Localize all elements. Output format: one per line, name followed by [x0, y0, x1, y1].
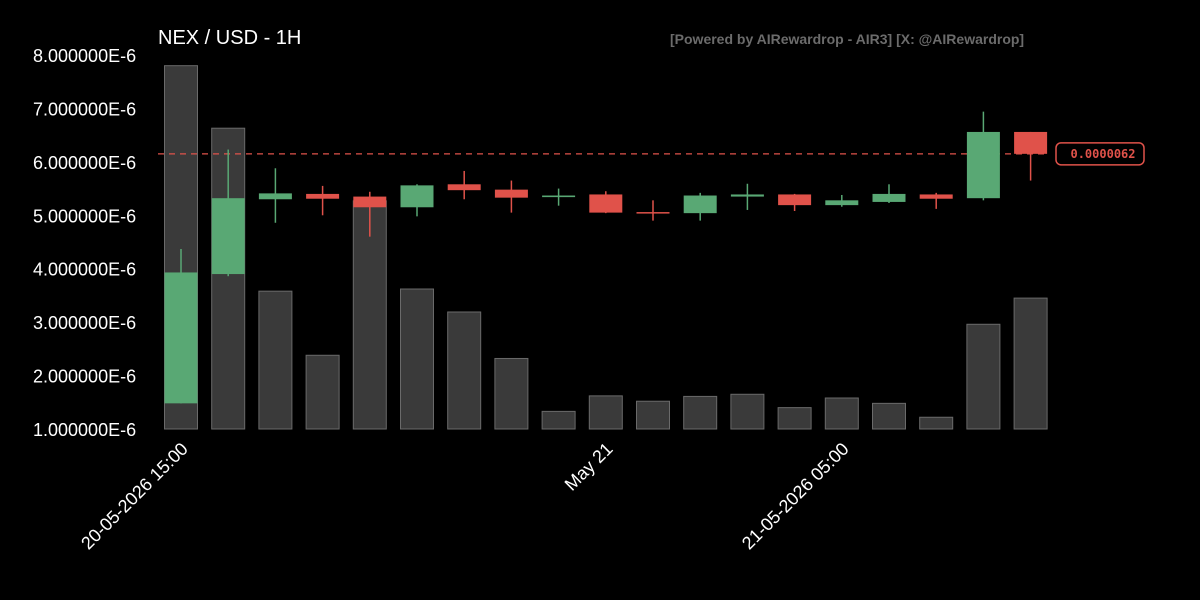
- candle: [211, 149, 245, 277]
- candle: [400, 184, 434, 217]
- candle-body: [353, 196, 387, 208]
- candle-body: [447, 184, 481, 191]
- candle: [778, 193, 812, 212]
- candle-body: [164, 272, 198, 404]
- candle: [447, 170, 481, 200]
- candle: [683, 192, 717, 221]
- candle: [872, 184, 906, 203]
- volume-bar: [400, 288, 434, 430]
- volume-bar: [919, 416, 954, 430]
- volume-bar: [636, 400, 670, 430]
- candle-body: [825, 200, 859, 206]
- y-tick-label: 5.000000E-6: [33, 206, 136, 226]
- candle: [966, 111, 1000, 201]
- candle-body: [683, 195, 717, 214]
- candle-body: [872, 193, 906, 202]
- volume-bars: [164, 65, 1048, 430]
- candle-body: [919, 194, 953, 199]
- x-tick-label: 20-05-2026 15:00: [77, 439, 192, 554]
- candle-body: [730, 194, 764, 197]
- x-axis: 20-05-2026 15:00 May 21 21-05-2026 05:00: [77, 439, 852, 554]
- candle: [258, 168, 292, 223]
- volume-bar: [824, 397, 859, 430]
- candle: [164, 248, 198, 404]
- volume-bar: [1013, 297, 1048, 430]
- candle-body: [542, 195, 576, 198]
- volume-bar: [305, 354, 340, 430]
- current-price-label: 0.0000062: [1055, 142, 1145, 166]
- candle: [542, 188, 576, 206]
- volume-bar: [447, 311, 482, 430]
- candle-body: [400, 185, 434, 208]
- candle: [730, 183, 764, 210]
- candle-body: [589, 194, 623, 213]
- watermark-text: [Powered by AIRewardrop - AIR3] [X: @AIR…: [670, 31, 1025, 47]
- candle: [306, 185, 340, 216]
- candle: [589, 191, 623, 214]
- candle: [825, 194, 859, 207]
- candle-body: [306, 193, 340, 199]
- chart-title: NEX / USD - 1H: [158, 27, 302, 49]
- x-tick-label: 21-05-2026 05:00: [738, 439, 853, 554]
- y-tick-label: 2.000000E-6: [33, 367, 136, 387]
- volume-bar: [588, 395, 623, 430]
- y-tick-label: 7.000000E-6: [33, 99, 136, 119]
- y-tick-label: 8.000000E-6: [33, 46, 136, 66]
- volume-bar: [494, 357, 529, 430]
- candle-body: [1014, 131, 1048, 154]
- candle-body: [636, 212, 670, 214]
- candle-body: [966, 131, 1000, 199]
- volume-bar: [777, 407, 812, 430]
- candle: [494, 180, 528, 213]
- price-label-box: [1055, 142, 1145, 166]
- candle: [636, 200, 670, 221]
- y-tick-label: 6.000000E-6: [33, 153, 136, 173]
- candle: [919, 192, 953, 209]
- volume-bar: [541, 410, 576, 430]
- volume-bar: [683, 395, 718, 430]
- volume-bar: [730, 393, 765, 430]
- volume-bar: [966, 323, 1001, 430]
- candle-body: [778, 194, 812, 206]
- volume-bar: [258, 290, 293, 430]
- candle: [353, 191, 387, 237]
- y-tick-label: 3.000000E-6: [33, 313, 136, 333]
- y-tick-label: 4.000000E-6: [33, 260, 136, 280]
- candle: [1014, 131, 1048, 181]
- y-axis: 8.000000E-6 7.000000E-6 6.000000E-6 5.00000…: [33, 46, 136, 440]
- y-tick-label: 1.000000E-6: [33, 420, 136, 440]
- price-label-text: 0.0000062: [1070, 147, 1135, 161]
- candle-body: [258, 193, 292, 200]
- candle-body: [494, 189, 528, 198]
- volume-bar: [872, 402, 906, 430]
- x-tick-label: May 21: [561, 439, 617, 495]
- candle-body: [211, 198, 245, 275]
- candles: [164, 111, 1048, 404]
